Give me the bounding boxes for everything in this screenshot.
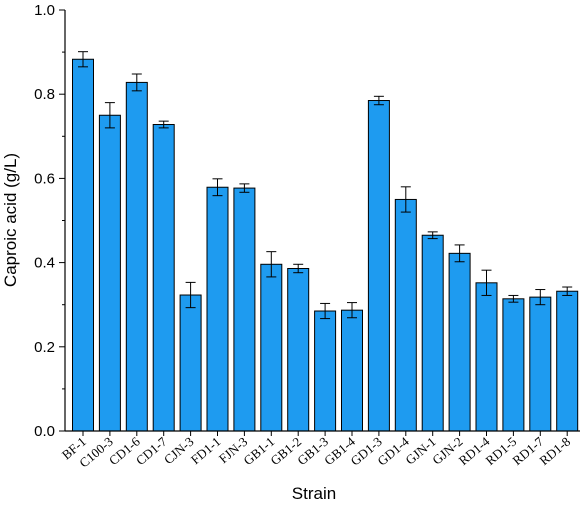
y-tick-label: 0.2 — [34, 339, 55, 356]
x-tick-label: GJN-1 — [402, 434, 438, 468]
error-bar-GB1-4 — [347, 302, 357, 319]
bar-GB1-1 — [260, 263, 283, 432]
bar-GB1-2 — [287, 267, 310, 432]
bar-RD1-8 — [556, 290, 579, 432]
y-tick-label: 1.0 — [34, 2, 55, 19]
x-axis-title: Strain — [292, 484, 336, 503]
error-bar-C100-3 — [104, 102, 115, 129]
bar-GB1-4 — [341, 309, 363, 432]
error-bar-GD1-3 — [373, 95, 384, 106]
x-tick-label: FD1-1 — [188, 434, 224, 467]
bar-GD1-3 — [367, 100, 390, 432]
error-bar-CD1-7 — [158, 120, 169, 129]
axes-layer — [59, 9, 580, 436]
bar-CJN-3 — [179, 294, 202, 432]
bar-BF-1 — [72, 58, 94, 432]
error-bar-GD1-4 — [400, 186, 411, 213]
bar-GB1-3 — [314, 310, 337, 432]
error-bar-FJN-3 — [239, 183, 250, 193]
bar-RD1-7 — [529, 296, 552, 432]
error-bar-CJN-3 — [185, 281, 196, 309]
error-bars-layer — [78, 51, 573, 320]
x-tick-label: RD1-8 — [536, 434, 573, 468]
bar-CD1-7 — [152, 124, 175, 432]
bar-RD1-4 — [475, 282, 498, 432]
y-tick-label: 0.4 — [34, 255, 55, 272]
error-bar-RD1-7 — [535, 289, 546, 306]
x-tick-label: CJN-3 — [161, 434, 197, 467]
error-bar-FD1-1 — [212, 178, 223, 197]
error-bar-GB1-1 — [266, 251, 277, 278]
bar-GD1-4 — [394, 198, 417, 432]
error-bar-RD1-5 — [508, 294, 519, 303]
bar-GJN-2 — [448, 252, 471, 432]
y-tick-label: 0.8 — [34, 86, 55, 103]
bar-CD1-6 — [125, 81, 148, 432]
bar-RD1-5 — [502, 298, 525, 432]
error-bar-GB1-3 — [320, 302, 331, 320]
bars-layer — [72, 58, 579, 432]
error-bar-GJN-2 — [454, 244, 465, 263]
x-tick-label: GD1-4 — [374, 433, 412, 468]
y-axis-title: Caproic acid (g/L) — [1, 153, 20, 287]
bar-FD1-1 — [206, 186, 229, 432]
x-tick-label: CD1-7 — [133, 433, 170, 468]
error-bar-GB1-2 — [293, 263, 304, 274]
bar-FJN-3 — [233, 187, 256, 432]
error-bar-CD1-6 — [131, 73, 142, 92]
bar-GJN-1 — [421, 234, 444, 432]
error-bar-RD1-4 — [481, 269, 492, 296]
error-bar-RD1-8 — [562, 286, 573, 296]
bar-C100-3 — [98, 114, 121, 432]
error-bar-BF-1 — [78, 51, 88, 68]
y-tick-label: 0.0 — [34, 423, 55, 440]
error-bar-GJN-1 — [427, 231, 438, 240]
y-tick-label: 0.6 — [34, 170, 55, 187]
